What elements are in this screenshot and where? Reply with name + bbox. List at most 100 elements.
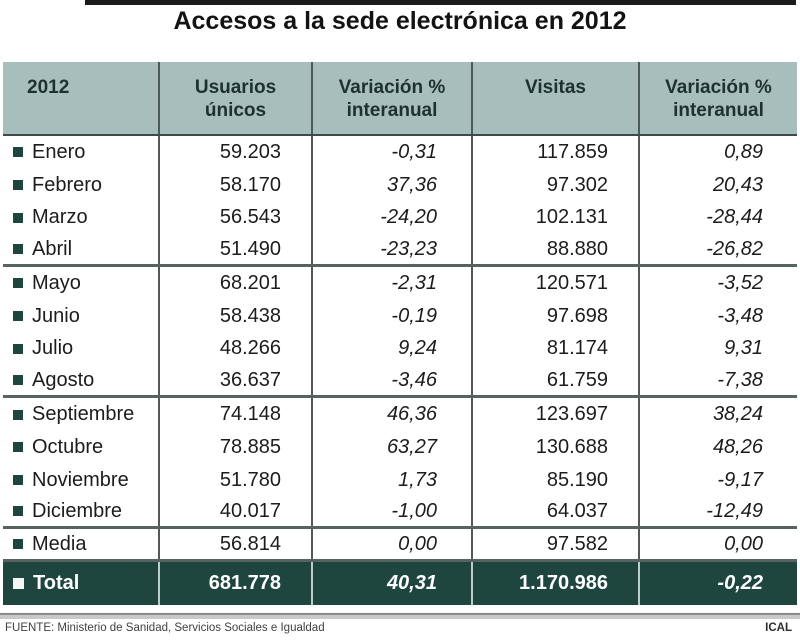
month-label-cell: Marzo bbox=[3, 201, 160, 235]
month-label-cell: Junio bbox=[3, 299, 160, 333]
var-visits-value: 38,24 bbox=[712, 403, 763, 425]
visits-value: 88.880 bbox=[473, 234, 640, 265]
visits-value: 97.582 bbox=[473, 529, 640, 559]
var-visits-value: -28,44 bbox=[706, 206, 763, 229]
month-label: Noviembre bbox=[32, 468, 129, 491]
unique-users-value: 56.814 bbox=[160, 529, 313, 559]
table-row: Septiembre 74.148 46,36 123.697 38,24 bbox=[3, 398, 797, 431]
unique-users-value: 48.266 bbox=[160, 332, 313, 366]
unique-users-value: 78.885 bbox=[160, 430, 313, 464]
table-row: Julio 48.266 9,24 81.174 9,31 bbox=[3, 332, 797, 366]
var-unique-value: -23,23 bbox=[313, 234, 473, 265]
table-row: Diciembre 40.017 -1,00 64.037 -12,49 bbox=[3, 496, 797, 530]
month-label-cell: Febrero bbox=[3, 168, 160, 202]
var-unique-value: 63,27 bbox=[313, 430, 473, 464]
visits-value: 117.859 bbox=[473, 136, 640, 169]
bullet-square-icon bbox=[13, 244, 23, 255]
visits-value: 81.174 bbox=[473, 332, 640, 366]
header-line2: interanual bbox=[346, 100, 438, 121]
visits-value: 120.571 bbox=[473, 267, 640, 300]
header-line1: 2012 bbox=[27, 77, 70, 98]
bullet-square-icon bbox=[13, 278, 23, 289]
credit-label: ICAL bbox=[765, 622, 792, 634]
month-label: Diciembre bbox=[32, 499, 123, 522]
visits-value: 64.037 bbox=[473, 496, 640, 527]
month-label: Marzo bbox=[32, 206, 88, 229]
unique-users-value: 51.490 bbox=[160, 234, 313, 265]
header-line2: únicos bbox=[204, 100, 267, 121]
unique-users-value: 68.201 bbox=[160, 267, 313, 300]
var-visits-value: -3,52 bbox=[717, 271, 763, 294]
table-total-row: Total 681.778 40,31 1.170.986 -0,22 bbox=[3, 561, 797, 605]
header-line2: interanual bbox=[673, 100, 764, 121]
var-unique-value: -0,19 bbox=[313, 299, 473, 333]
var-visits-value: 48,26 bbox=[712, 435, 763, 458]
page-title: Accesos a la sede electrónica en 2012 bbox=[173, 7, 627, 35]
month-label-cell: Noviembre bbox=[3, 463, 160, 497]
total-unique-users-value: 681.778 bbox=[160, 561, 313, 605]
month-label: Julio bbox=[32, 337, 74, 360]
bullet-square-icon bbox=[13, 311, 23, 322]
source-note: FUENTE: Ministerio de Sanidad, Servicios… bbox=[5, 622, 325, 634]
month-label-cell: Octubre bbox=[3, 430, 160, 464]
var-visits-value: 0,89 bbox=[724, 140, 763, 163]
var-unique-value: -2,31 bbox=[313, 267, 473, 300]
bullet-square-icon bbox=[13, 577, 24, 589]
table-row: Junio 58.438 -0,19 97.698 -3,48 bbox=[3, 299, 797, 333]
var-visits-value: 0,00 bbox=[724, 532, 763, 555]
visits-value: 130.688 bbox=[473, 430, 640, 464]
month-label-cell: Diciembre bbox=[3, 496, 160, 527]
var-unique-value: 37,36 bbox=[313, 168, 473, 202]
total-label-cell: Total bbox=[3, 561, 160, 605]
table-row: Mayo 68.201 -2,31 120.571 -3,52 bbox=[3, 267, 797, 300]
column-header-var-visits: Variación % interanual bbox=[640, 62, 797, 134]
data-table: 2012 Usuarios únicos Variación % interan… bbox=[3, 62, 797, 605]
table-row: Agosto 36.637 -3,46 61.759 -7,38 bbox=[3, 365, 797, 399]
header-line1: Variación % bbox=[665, 77, 772, 98]
month-label-cell: Mayo bbox=[3, 267, 160, 300]
visits-value: 123.697 bbox=[473, 398, 640, 431]
unique-users-value: 59.203 bbox=[160, 136, 313, 169]
table-row: Enero 59.203 -0,31 117.859 0,89 bbox=[3, 136, 797, 169]
month-label-cell: Abril bbox=[3, 234, 160, 265]
unique-users-value: 58.170 bbox=[160, 168, 313, 202]
var-visits-value: -26,82 bbox=[706, 237, 763, 260]
var-unique-value: -3,46 bbox=[313, 365, 473, 396]
visits-value: 102.131 bbox=[473, 201, 640, 235]
column-header-visits: Visitas bbox=[473, 62, 640, 134]
table-row: Octubre 78.885 63,27 130.688 48,26 bbox=[3, 430, 797, 464]
var-unique-value: 1,73 bbox=[313, 463, 473, 497]
var-visits-value: -9,17 bbox=[717, 468, 763, 491]
table-row: Noviembre 51.780 1,73 85.190 -9,17 bbox=[3, 463, 797, 497]
bullet-square-icon bbox=[13, 147, 23, 158]
var-unique-value: -0,31 bbox=[313, 136, 473, 169]
visits-value: 97.698 bbox=[473, 299, 640, 333]
visits-value: 61.759 bbox=[473, 365, 640, 396]
table-header-row: 2012 Usuarios únicos Variación % interan… bbox=[3, 62, 797, 136]
month-label: Junio bbox=[32, 304, 80, 327]
bullet-square-icon bbox=[13, 409, 23, 420]
total-label: Total bbox=[33, 571, 80, 594]
total-var-unique-value: 40,31 bbox=[313, 561, 473, 605]
var-unique-value: 0,00 bbox=[313, 529, 473, 559]
footer: FUENTE: Ministerio de Sanidad, Servicios… bbox=[5, 622, 792, 634]
month-label: Agosto bbox=[32, 368, 95, 391]
bullet-square-icon bbox=[13, 343, 23, 354]
bottom-rule bbox=[0, 612, 800, 619]
visits-value: 85.190 bbox=[473, 463, 640, 497]
var-visits-value: -12,49 bbox=[706, 499, 763, 522]
bullet-square-icon bbox=[13, 375, 23, 386]
bullet-square-icon bbox=[13, 442, 23, 453]
bullet-square-icon bbox=[13, 539, 23, 550]
var-visits-value: 9,31 bbox=[724, 337, 763, 360]
month-label: Abril bbox=[32, 237, 73, 260]
var-unique-value: 9,24 bbox=[313, 332, 473, 366]
column-header-var-unique: Variación % interanual bbox=[313, 62, 473, 134]
month-label: Media bbox=[32, 532, 87, 555]
table-row: Abril 51.490 -23,23 88.880 -26,82 bbox=[3, 234, 797, 268]
total-visits-value: 1.170.986 bbox=[473, 561, 640, 605]
unique-users-value: 74.148 bbox=[160, 398, 313, 431]
month-label-cell: Septiembre bbox=[3, 398, 160, 431]
unique-users-value: 58.438 bbox=[160, 299, 313, 333]
bullet-square-icon bbox=[13, 475, 23, 486]
